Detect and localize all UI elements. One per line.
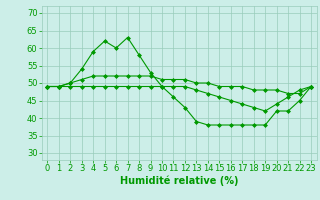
X-axis label: Humidité relative (%): Humidité relative (%) <box>120 176 238 186</box>
